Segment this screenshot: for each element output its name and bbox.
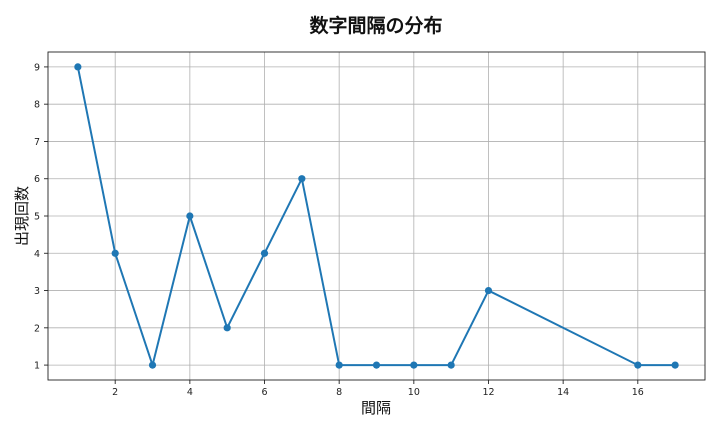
data-point xyxy=(447,361,455,369)
x-axis-label: 間隔 xyxy=(361,399,391,417)
x-tick-label: 8 xyxy=(336,387,342,398)
y-tick-label: 4 xyxy=(34,249,40,260)
grid-layer xyxy=(48,52,705,380)
y-tick-label: 3 xyxy=(34,286,40,297)
x-tick-label: 2 xyxy=(112,387,118,398)
y-tick-label: 7 xyxy=(34,137,40,148)
x-tick-label: 16 xyxy=(632,387,644,398)
data-point xyxy=(634,361,642,369)
data-point xyxy=(298,175,306,183)
x-tick-label: 14 xyxy=(557,387,569,398)
chart-title: 数字間隔の分布 xyxy=(309,14,442,37)
data-point xyxy=(671,361,679,369)
series-layer xyxy=(74,63,679,369)
x-tick-label: 4 xyxy=(187,387,193,398)
x-tick-label: 12 xyxy=(482,387,494,398)
y-tick-label: 6 xyxy=(34,174,40,185)
data-point xyxy=(148,361,157,369)
y-tick-label: 9 xyxy=(34,62,40,73)
y-tick-label: 1 xyxy=(34,361,40,372)
y-axis-label: 出現回数 xyxy=(13,186,31,246)
data-point xyxy=(74,63,82,71)
data-point xyxy=(260,249,269,257)
data-point xyxy=(484,286,493,295)
y-tick-label: 5 xyxy=(34,212,40,223)
data-point xyxy=(372,361,381,369)
data-point xyxy=(335,361,343,369)
data-point xyxy=(186,212,194,220)
series-line xyxy=(76,66,676,367)
x-tick-label: 6 xyxy=(261,387,267,398)
x-tick-label: 10 xyxy=(408,387,420,398)
data-point xyxy=(410,361,418,369)
data-point xyxy=(223,324,231,332)
y-tick-label: 2 xyxy=(34,323,40,334)
y-tick-label: 8 xyxy=(34,100,40,111)
data-point xyxy=(111,249,119,257)
